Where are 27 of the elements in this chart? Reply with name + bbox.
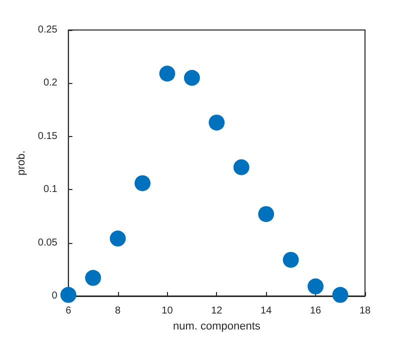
y-tick-label: 0.1 <box>43 184 58 196</box>
y-tick-label: 0.2 <box>43 78 58 89</box>
point <box>258 206 274 222</box>
point <box>60 286 76 303</box>
point <box>233 159 250 176</box>
x-tick-label: 10 <box>162 306 174 316</box>
y-tick-label: 0.25 <box>38 24 58 36</box>
point <box>208 114 225 131</box>
x-axis-title: num. components <box>172 320 261 332</box>
x-tick-label: 6 <box>66 306 72 316</box>
point <box>308 278 324 294</box>
x-tick-label: 8 <box>115 306 122 316</box>
x-tick-label: 18 <box>359 306 371 316</box>
x-tick-label: 14 <box>260 306 272 316</box>
point <box>159 66 176 82</box>
point <box>110 230 126 247</box>
x-tick-label: 16 <box>310 306 322 316</box>
point <box>332 286 348 303</box>
y-tick-label: 0 <box>52 290 58 302</box>
y-tick-label: 0.05 <box>38 237 58 248</box>
point <box>85 270 102 286</box>
x-tick-label: 12 <box>211 306 223 316</box>
point <box>282 252 299 268</box>
point <box>134 175 151 192</box>
y-tick-label: 0.15 <box>38 130 58 142</box>
y-axis-title: prob. <box>16 150 28 176</box>
point <box>184 70 200 86</box>
